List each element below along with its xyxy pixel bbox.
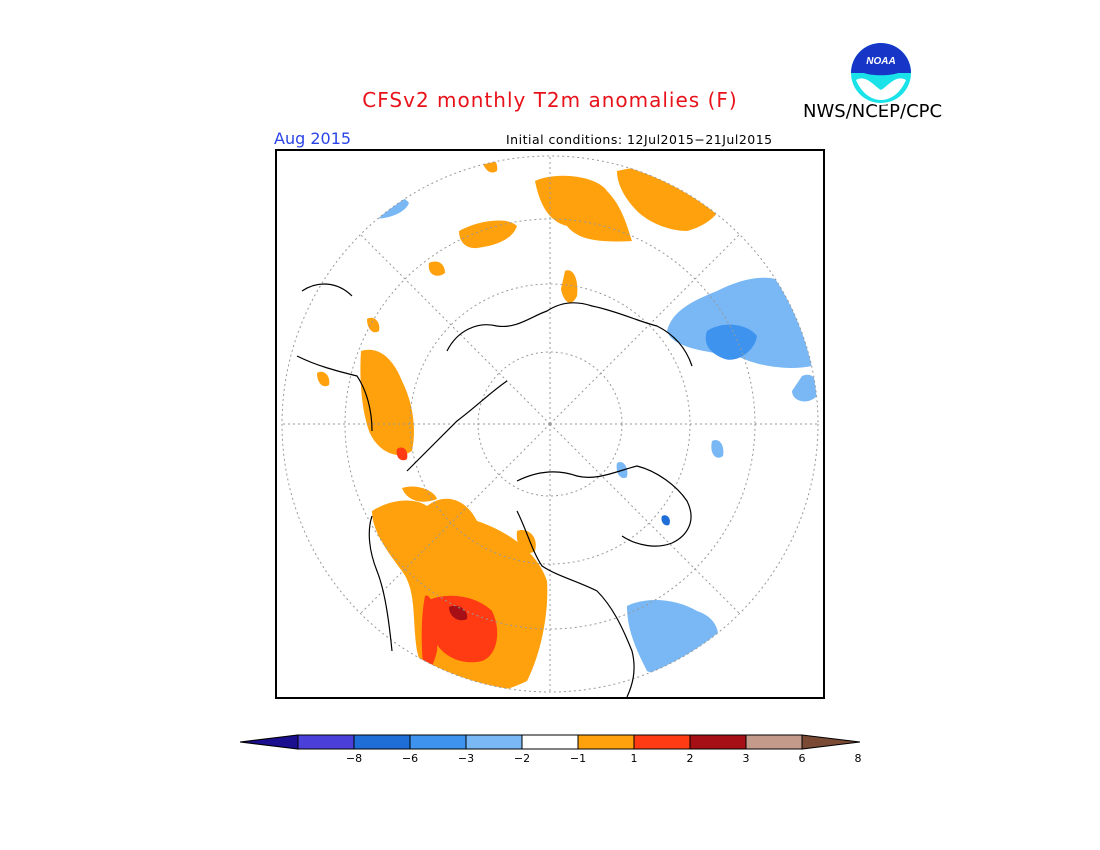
map-panel [275,149,825,699]
colorbar-box [745,734,803,750]
anomaly-warm-region [535,175,632,242]
anomaly-hot-region [396,447,408,461]
colorbar-tick-label: −6 [401,752,419,765]
colorbar-tick-label: 3 [742,752,750,765]
anomaly-hot-region [421,595,438,671]
coastlines [296,283,693,697]
colorbar-tick-label: −3 [457,752,475,765]
colorbar-tick-label: 2 [686,752,694,765]
logo-text: NOAA [866,56,895,67]
colorbar-box [689,734,747,750]
anomaly-cool-region [667,277,817,368]
colorbar-tick-label: 8 [854,752,862,765]
anomaly-cool-region [711,439,724,458]
noaa-logo-icon: NOAA [849,41,913,105]
anomaly-warm-region [367,317,380,333]
colorbar [240,734,860,750]
colorbar-box [521,734,579,750]
anomaly-warm-region [459,220,517,249]
colorbar-tick-label: 6 [798,752,806,765]
anomaly-warm-region [482,158,498,173]
anomaly-warm-region [516,530,536,553]
anomaly-warm-region [317,371,330,387]
anomaly-warm-region [617,167,723,231]
colorbar-box [577,734,635,750]
colorbar-tick-label: 1 [630,752,638,765]
anomaly-cool-mod-region [661,515,670,526]
agency-label: NWS/NCEP/CPC [803,101,943,122]
anomaly-warm-region [428,261,445,276]
colorbar-tick-label: −2 [513,752,531,765]
colorbar-arrow-left [240,734,299,750]
colorbar-box [297,734,355,750]
initial-conditions: Initial conditions: 12Jul2015−21Jul2015 [506,132,773,147]
colorbar-tick-label: −8 [345,752,363,765]
anomaly-very-hot-region [449,605,468,621]
colorbar-box [465,734,523,750]
colorbar-box [633,734,691,750]
anomaly-hot-region [424,595,498,663]
anomaly-warm-region [360,349,414,455]
chart-title: CFSv2 monthly T2m anomalies (F) [362,88,738,112]
colorbar-box [353,734,411,750]
anomaly-cool-region [627,599,719,675]
colorbar-arrow-right [801,734,860,750]
anomaly-cool-mod-region [705,324,757,360]
colorbar-tick-label: −1 [569,752,587,765]
anomaly-warm-region [402,486,437,502]
colorbar-box [409,734,467,750]
anomaly-cool-region [792,374,818,402]
anomaly-warm-region [561,270,578,303]
valid-month: Aug 2015 [274,129,352,148]
